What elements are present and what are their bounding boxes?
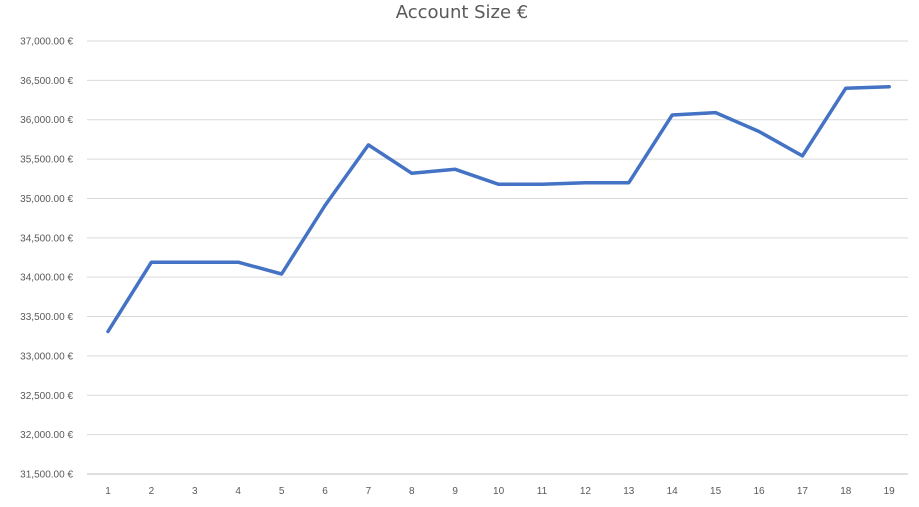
x-tick-label: 3 xyxy=(192,486,198,497)
y-tick-label: 32,500.00 € xyxy=(20,391,73,402)
y-tick-label: 33,000.00 € xyxy=(20,351,73,362)
x-tick-label: 9 xyxy=(452,486,458,497)
x-tick-label: 16 xyxy=(753,486,765,497)
x-tick-label: 5 xyxy=(279,486,285,497)
x-tick-label: 4 xyxy=(235,486,241,497)
x-tick-label: 18 xyxy=(840,486,852,497)
gridlines xyxy=(87,40,908,436)
series-layer xyxy=(106,84,891,334)
x-tick-label: 12 xyxy=(580,486,592,497)
y-tick-label: 31,500.00 € xyxy=(20,470,73,481)
y-tick-label: 34,500.00 € xyxy=(20,233,73,244)
x-tick-label: 11 xyxy=(537,486,548,497)
x-tick-label: 6 xyxy=(322,486,328,497)
series-line xyxy=(106,84,891,334)
chart-title: Account Size € xyxy=(396,2,529,23)
x-tick-label: 13 xyxy=(623,486,635,497)
x-tick-label: 7 xyxy=(366,486,372,497)
x-tick-label: 15 xyxy=(710,486,722,497)
x-tick-label: 14 xyxy=(667,486,679,497)
y-tick-label: 36,000.00 € xyxy=(20,115,73,126)
y-tick-label: 35,000.00 € xyxy=(20,194,73,205)
x-tick-label: 1 xyxy=(105,486,111,497)
y-tick-label: 37,000.00 € xyxy=(20,37,73,48)
y-tick-label: 32,000.00 € xyxy=(20,430,73,441)
x-tick-label: 19 xyxy=(884,486,896,497)
y-tick-label: 36,500.00 € xyxy=(20,76,73,87)
y-axis-tick-labels: 31,500.00 € 32,000.00 € 32,500.00 € 33,000.… xyxy=(20,37,73,481)
y-tick-label: 34,000.00 € xyxy=(20,273,73,284)
y-tick-label: 35,500.00 € xyxy=(20,155,73,166)
x-tick-label: 10 xyxy=(493,486,505,497)
x-tick-label: 17 xyxy=(797,486,809,497)
x-tick-label: 2 xyxy=(149,486,155,497)
x-axis-tick-labels: 1 2 3 4 5 6 7 8 9 10 11 12 13 14 15 16 17 18 19 xyxy=(105,486,895,497)
y-tick-label: 33,500.00 € xyxy=(20,312,73,323)
x-tick-label: 8 xyxy=(409,486,415,497)
